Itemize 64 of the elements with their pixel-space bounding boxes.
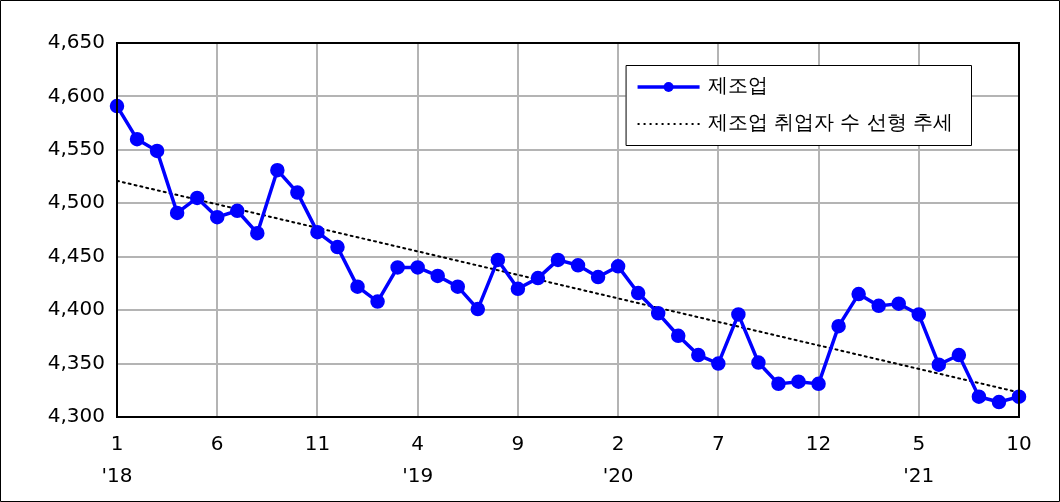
point <box>951 347 967 363</box>
point <box>470 301 486 317</box>
point <box>169 205 185 221</box>
point <box>590 269 606 285</box>
point <box>129 131 145 147</box>
point <box>811 376 826 392</box>
point <box>530 270 546 286</box>
y-tick-label: 4,450 <box>47 242 105 267</box>
point <box>570 258 586 273</box>
point <box>350 279 365 294</box>
point <box>991 394 1007 410</box>
point <box>871 298 886 314</box>
y-tick-label: 4,600 <box>47 82 105 107</box>
point <box>290 185 305 200</box>
y-tick-label: 4,650 <box>47 29 105 54</box>
x-tick-label: 2 '20 <box>602 431 634 488</box>
y-tick-label: 4,300 <box>47 403 105 428</box>
point <box>550 252 566 268</box>
y-tick-label: 4,350 <box>47 349 105 374</box>
point <box>250 225 265 241</box>
y-tick-label: 4,550 <box>47 136 105 161</box>
point <box>270 162 285 178</box>
point <box>670 328 686 344</box>
x-tick-label: 7 <box>711 431 725 456</box>
point <box>751 355 766 370</box>
point <box>771 376 786 392</box>
point <box>731 307 746 322</box>
point <box>911 307 927 322</box>
point <box>931 357 947 372</box>
point <box>490 252 506 268</box>
x-tick-label: 10 <box>1006 431 1032 456</box>
x-tick-label: 11 <box>304 431 331 456</box>
point <box>209 209 225 225</box>
point <box>410 260 425 275</box>
x-tick-label: 6 <box>210 431 224 456</box>
point <box>230 203 245 219</box>
point <box>370 294 385 309</box>
point <box>390 260 405 275</box>
point <box>831 318 846 334</box>
point <box>851 286 866 302</box>
point <box>610 259 626 274</box>
point <box>650 306 666 321</box>
x-tick-label: 9 <box>511 431 525 456</box>
point <box>189 190 205 206</box>
x-tick-label: 1 '18 <box>101 431 133 488</box>
point <box>630 285 646 301</box>
y-tick-label: 4,400 <box>47 296 105 321</box>
point <box>430 268 445 284</box>
point <box>711 356 726 371</box>
y-tick-label: 4,500 <box>47 189 105 214</box>
point <box>791 374 806 389</box>
point <box>310 224 325 240</box>
x-tick-label: 12 <box>805 431 832 456</box>
point <box>691 347 706 363</box>
point <box>510 281 526 297</box>
point <box>891 296 906 311</box>
x-tick-label: 4 '19 <box>402 431 434 488</box>
point <box>149 143 165 159</box>
legend-label: 제조업 취업자 수 선형 추세 <box>707 110 954 135</box>
point <box>330 239 345 255</box>
point <box>971 389 987 404</box>
point <box>450 279 466 294</box>
legend-label: 제조업 <box>707 73 768 98</box>
x-tick-label: 5 '21 <box>903 431 935 488</box>
